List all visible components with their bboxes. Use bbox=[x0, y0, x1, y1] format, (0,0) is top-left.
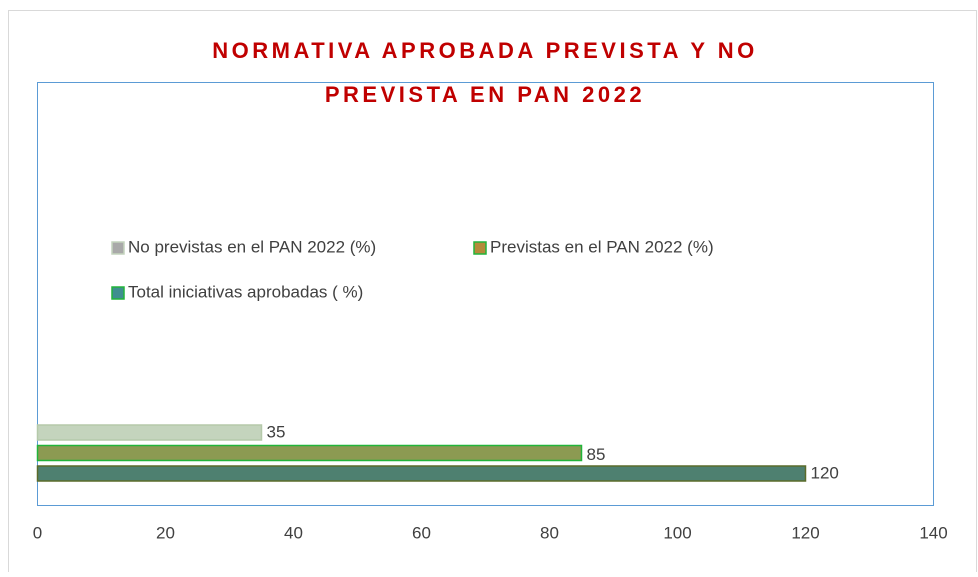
legend-label: Total iniciativas aprobadas ( %) bbox=[128, 282, 363, 301]
chart-frame bbox=[8, 10, 977, 577]
legend-label: No previstas en el PAN 2022 (%) bbox=[128, 237, 376, 256]
x-tick-label: 80 bbox=[540, 523, 559, 542]
x-tick-label: 120 bbox=[791, 523, 819, 542]
legend-label: Previstas en el PAN 2022 (%) bbox=[490, 237, 714, 256]
legend-swatch bbox=[111, 286, 125, 300]
chart-title: NORMATIVA APROBADA PREVISTA Y NO PREVISTA… bbox=[212, 38, 758, 107]
legend-swatch bbox=[473, 241, 487, 255]
bar bbox=[36, 424, 263, 441]
bar bbox=[36, 465, 807, 482]
x-tick-label: 140 bbox=[919, 523, 947, 542]
plot-area bbox=[37, 82, 934, 506]
value-label: 35 bbox=[267, 422, 286, 441]
x-tick-label: 40 bbox=[284, 523, 303, 542]
bar bbox=[36, 444, 583, 462]
x-tick-label: 20 bbox=[156, 523, 175, 542]
value-label: 120 bbox=[811, 463, 839, 482]
legend-swatch bbox=[111, 241, 125, 255]
x-tick-label: 0 bbox=[33, 523, 42, 542]
x-tick-label: 100 bbox=[663, 523, 691, 542]
value-label: 85 bbox=[587, 445, 606, 464]
x-tick-label: 60 bbox=[412, 523, 431, 542]
